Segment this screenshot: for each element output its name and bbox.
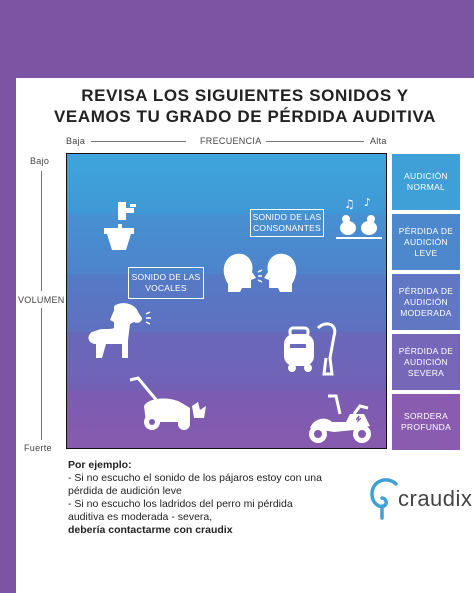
example-heading: Por ejemplo:: [68, 459, 132, 471]
example-text: Por ejemplo: - Si no escucho el sonido d…: [68, 459, 388, 537]
frequency-axis-label: FRECUENCIA: [200, 136, 262, 146]
example-line-3: - Si no escucho los ladridos del perro m…: [68, 498, 293, 510]
title-line-2: VEAMOS TU GRADO DE PÉRDIDA AUDITIVA: [53, 107, 437, 126]
brand-name: craudix: [398, 486, 473, 511]
example-line-1: - Si no escucho el sonido de los pájaros…: [68, 472, 322, 484]
infographic-card: REVISA LOS SIGUIENTES SONIDOS Y VEAMOS T…: [16, 78, 474, 593]
craudix-logo-icon: [370, 478, 398, 520]
faucet-icon: [104, 202, 136, 250]
volume-line-bottom: [41, 308, 42, 440]
volume-line-top: [41, 171, 42, 291]
volume-axis-label: VOLUMEN: [18, 295, 65, 305]
birds-icon: ♫ ♪: [336, 196, 382, 239]
example-line-5: debería contactarme con craudix: [68, 524, 233, 536]
scooter-icon: [309, 394, 371, 443]
volume-low-label: Bajo: [30, 156, 50, 166]
frequency-low-label: Baja: [66, 136, 86, 146]
volume-high-label: Fuerte: [24, 443, 52, 453]
vowels-label: SONIDO DE LAS VOCALES: [128, 267, 204, 299]
example-line-4: auditiva es moderada - severa,: [68, 511, 213, 523]
legend-moderate: PÉRDIDA DE AUDICIÓN MODERADA: [392, 274, 460, 330]
legend-severe: PÉRDIDA DE AUDICIÓN SEVERA: [392, 334, 460, 390]
lawnmower-icon: [129, 376, 206, 430]
frequency-line-right: [266, 141, 364, 142]
example-line-2: pérdida de audición leve: [68, 485, 182, 497]
band-profound: [67, 390, 387, 449]
frequency-line-left: [91, 141, 186, 142]
svg-text:♪: ♪: [364, 196, 371, 209]
frequency-high-label: Alta: [370, 136, 387, 146]
vacuum-icon: [284, 322, 337, 376]
consonants-label: SONIDO DE LAS CONSONANTES: [250, 209, 324, 237]
dog-icon: [88, 303, 151, 358]
svg-text:♫: ♫: [344, 197, 355, 211]
speaking-heads-icon: [223, 253, 297, 292]
title-line-1: REVISA LOS SIGUIENTES SONIDOS Y: [81, 86, 409, 105]
legend-profound: SORDERA PROFUNDA: [392, 394, 460, 450]
legend-mild: PÉRDIDA DE AUDICIÓN LEVE: [392, 214, 460, 270]
legend-normal: AUDICIÓN NORMAL: [392, 154, 460, 210]
